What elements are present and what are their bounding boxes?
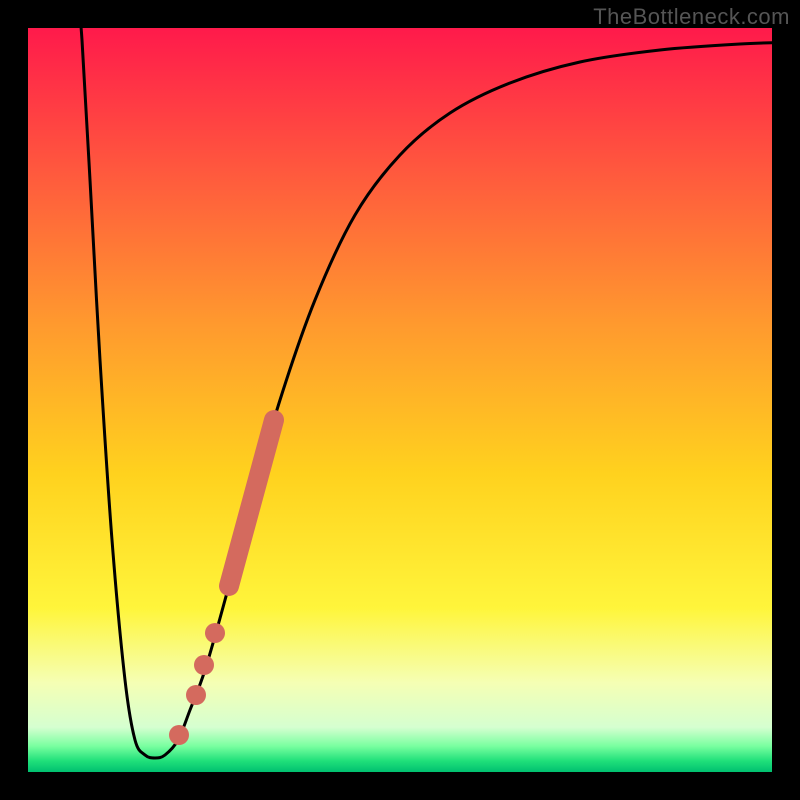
chart-container: TheBottleneck.com	[0, 0, 800, 800]
chart-svg	[0, 0, 800, 800]
highlight-marker	[194, 655, 214, 675]
chart-background	[28, 28, 772, 772]
highlight-marker	[205, 623, 225, 643]
highlight-marker	[186, 685, 206, 705]
highlight-marker	[169, 725, 189, 745]
